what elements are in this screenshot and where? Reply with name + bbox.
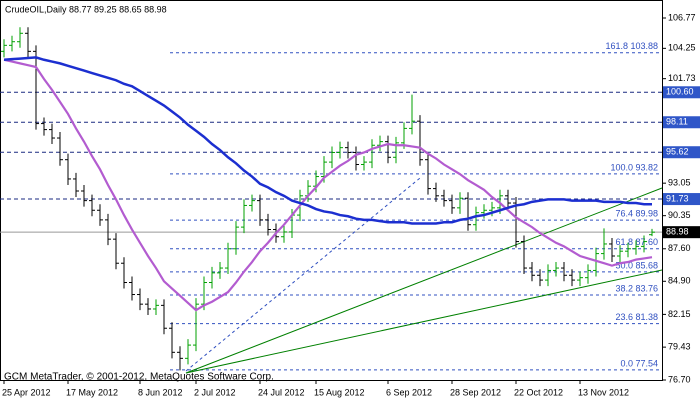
footer: GCM MetaTrader, © 2001-2012, MetaQuotes … [4, 372, 274, 383]
trendline [185, 269, 663, 374]
x-tick-label: 8 Jun 2012 [138, 387, 183, 397]
x-tick-label: 13 Nov 2012 [578, 387, 629, 397]
plot-frame [0, 0, 663, 381]
chart-title: CrudeOIL,Daily 88.77 89.25 88.65 88.98 [5, 4, 167, 14]
x-tick-label: 6 Sep 2012 [386, 387, 432, 397]
level-label: 91.73 [666, 193, 689, 203]
y-tick-label: 106.77 [668, 12, 696, 22]
fib-label: 38.2 83.76 [615, 283, 658, 293]
x-tick-label: 22 Oct 2012 [514, 387, 563, 397]
moving-average [3, 56, 652, 225]
trendline [185, 187, 663, 374]
level-label-bg [663, 193, 700, 206]
y-tick-label: 84.90 [668, 276, 691, 286]
price-label: 88.98 [666, 227, 689, 237]
x-tick-label: 24 Jul 2012 [258, 387, 305, 397]
level-label-bg [663, 116, 700, 129]
y-tick-label: 87.60 [668, 243, 691, 253]
fib-label: 0.0 77.54 [620, 358, 658, 368]
fib-label: 76.4 89.98 [615, 209, 658, 219]
x-tick-label: 15 Aug 2012 [314, 387, 365, 397]
y-tick-label: 90.35 [668, 210, 691, 220]
y-tick-label: 79.43 [668, 342, 691, 352]
level-label-bg [663, 86, 700, 99]
level-label: 100.60 [666, 87, 694, 97]
fib-label: 161.8 103.88 [605, 41, 658, 51]
x-tick-label: 28 Sep 2012 [450, 387, 501, 397]
x-tick-label: 2 Jul 2012 [194, 387, 236, 397]
fib-label: 100.0 93.82 [610, 162, 658, 172]
y-tick-label: 93.05 [668, 178, 691, 188]
fib-baseline [185, 177, 421, 372]
y-tick-label: 104.25 [668, 43, 696, 53]
fib-label: 23.6 81.38 [615, 312, 658, 322]
price-label-bg [663, 226, 700, 239]
y-tick-label: 101.73 [668, 73, 696, 83]
x-tick-label: 17 May 2012 [66, 387, 118, 397]
fib-label: 61.8 87.60 [615, 237, 658, 247]
y-tick-label: 82.15 [668, 309, 691, 319]
y-tick-label: 76.70 [668, 374, 691, 384]
x-tick-label: 25 Apr 2012 [2, 387, 51, 397]
fib-label: 50.0 85.68 [615, 260, 658, 270]
moving-average [3, 58, 653, 312]
level-label: 98.11 [666, 117, 688, 127]
level-label: 95.62 [666, 147, 689, 157]
level-label-bg [663, 146, 700, 159]
